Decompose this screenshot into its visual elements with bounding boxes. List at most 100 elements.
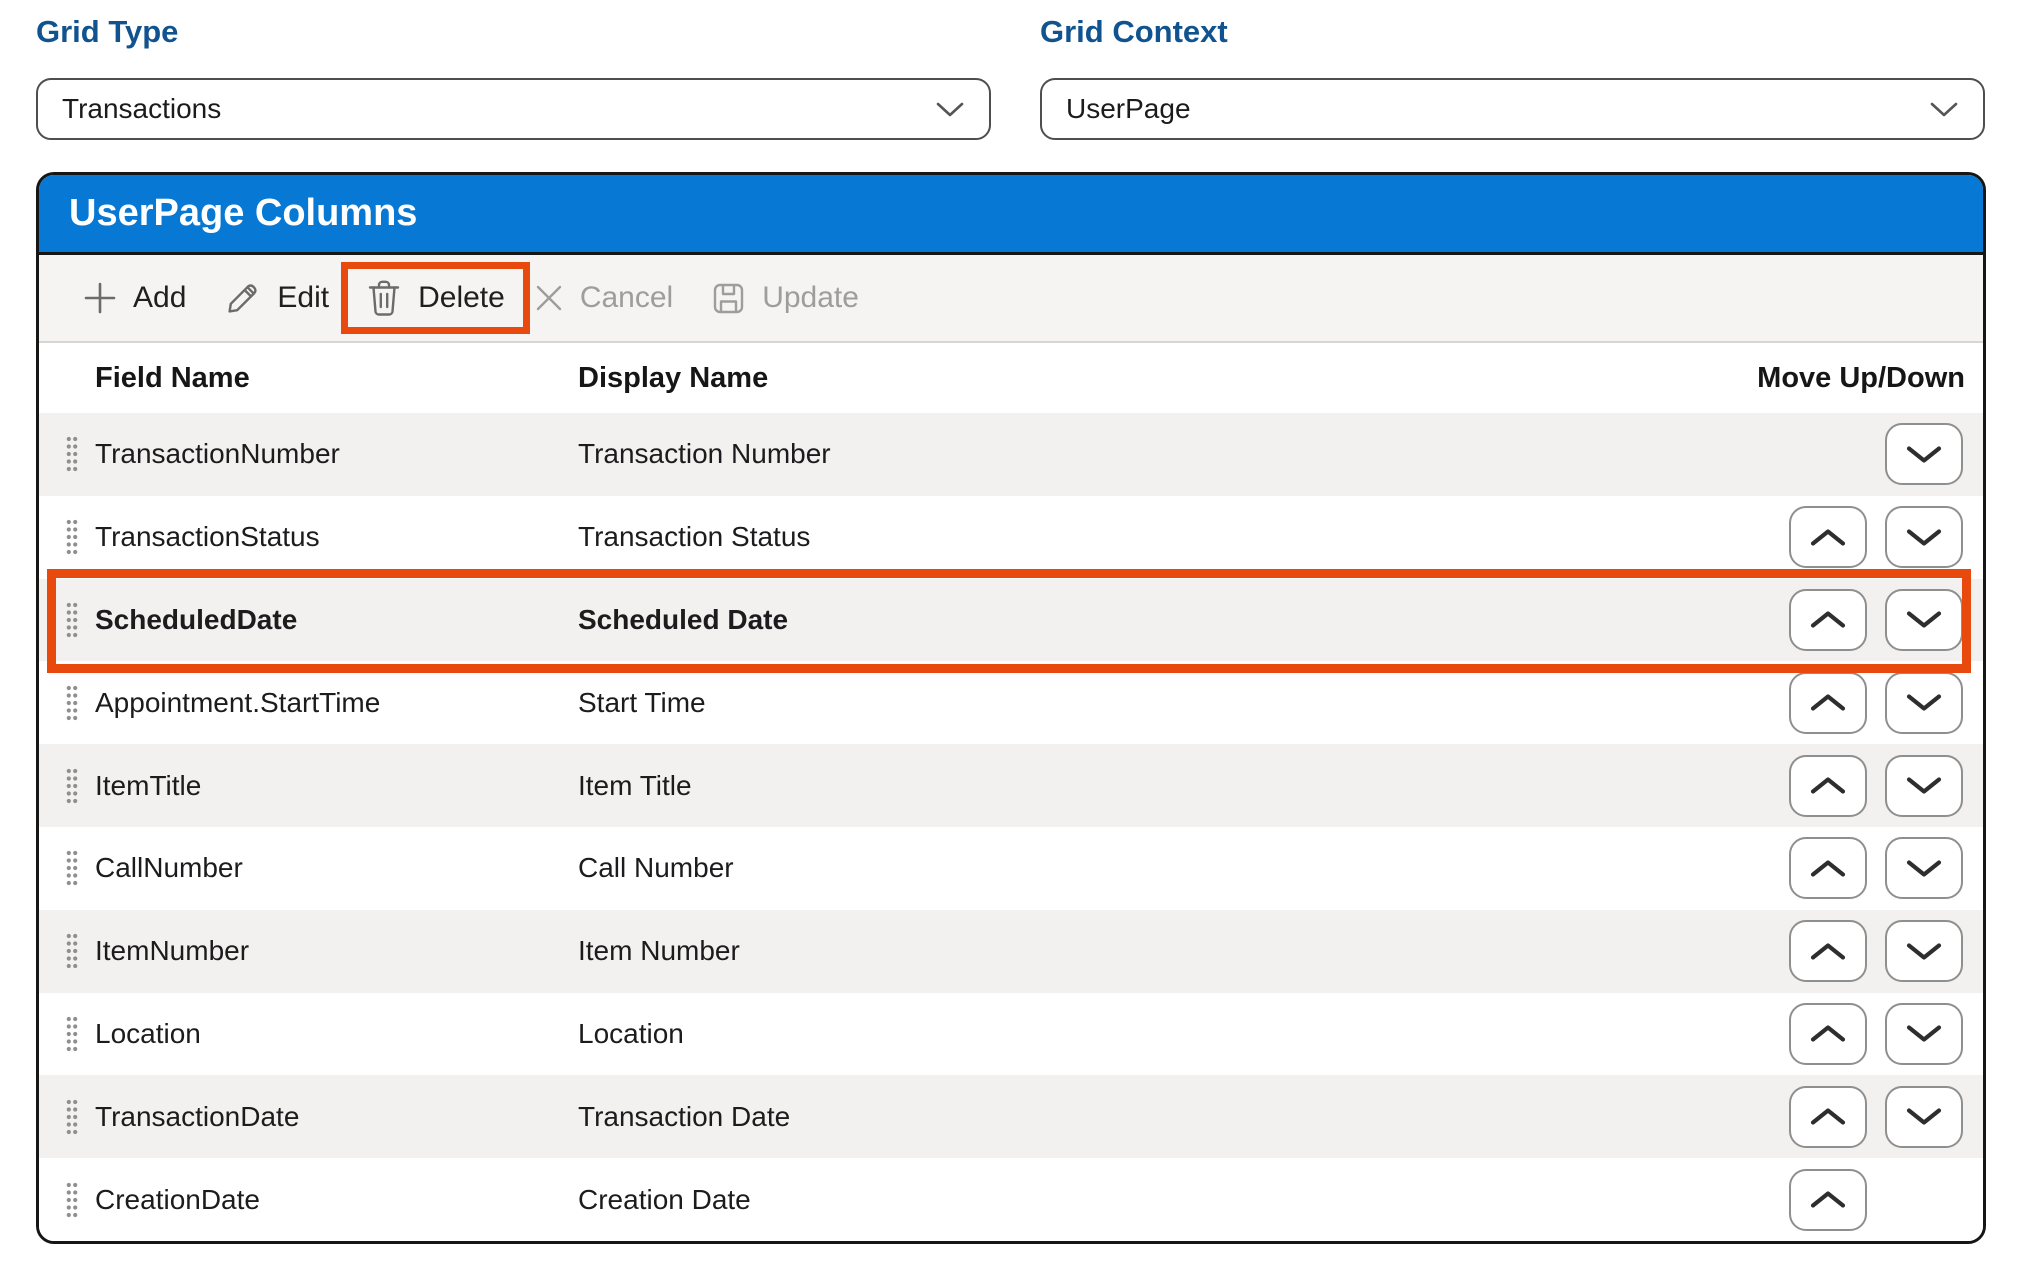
toolbar: Add Edit [39,255,1983,343]
chevron-up-icon [1808,1107,1848,1126]
display-name-cell: Transaction Status [578,521,811,553]
drag-handle-icon[interactable] [65,1014,95,1054]
drag-handle-icon[interactable] [65,600,95,640]
edit-button[interactable]: Edit [224,280,329,317]
table-body: TransactionNumber Transaction Number [39,413,1983,1241]
column-header-move-up-down: Move Up/Down [1757,361,1965,394]
update-button[interactable]: Update [711,281,859,316]
grid-type-label: Grid Type [36,14,179,49]
chevron-up-icon [1808,1190,1848,1209]
move-buttons [1787,837,1963,900]
cancel-button[interactable]: Cancel [534,281,673,315]
drag-handle-icon[interactable] [65,766,95,806]
grid-context-field: Grid Context UserPage [1040,13,1985,140]
move-down-button[interactable] [1885,423,1963,486]
table-row[interactable]: CreationDate Creation Date [39,1158,1983,1241]
trash-icon [366,278,402,318]
add-button[interactable]: Add [83,281,186,315]
chevron-down-icon [1904,528,1944,547]
display-name-cell: Item Number [578,935,740,967]
move-down-button[interactable] [1885,1085,1963,1148]
chevron-up-icon [1808,942,1848,961]
field-name-cell: CreationDate [95,1183,260,1215]
drag-handle-icon[interactable] [65,1097,95,1137]
display-name-cell: Call Number [578,852,734,884]
grid-context-dropdown[interactable]: UserPage [1040,78,1985,140]
table-row[interactable]: TransactionDate Transaction Date [39,1075,1983,1159]
chevron-down-icon [935,101,965,118]
drag-handle-icon[interactable] [65,931,95,971]
drag-handle-icon[interactable] [65,517,95,557]
drag-handle-icon[interactable] [65,683,95,723]
table-header-row: Field Name Display Name Move Up/Down [39,343,1983,413]
delete-highlight-box: Delete [341,262,530,334]
chevron-down-icon [1904,1024,1944,1043]
move-up-button[interactable] [1789,1168,1867,1231]
delete-button[interactable]: Delete [366,278,505,318]
panel-title: UserPage Columns [69,192,418,234]
display-name-cell: Transaction Date [578,1100,791,1132]
table-row[interactable]: ScheduledDate Scheduled Date [39,568,1983,674]
move-down-button[interactable] [1885,1002,1963,1065]
move-buttons [1787,588,1963,651]
plus-icon [83,281,117,315]
table-row[interactable]: TransactionStatus Transaction Status [39,495,1983,579]
drag-handle-icon[interactable] [65,434,95,474]
chevron-down-icon [1929,101,1959,118]
x-icon [534,283,564,313]
display-name-cell: Scheduled Date [578,603,789,635]
field-name-cell: Location [95,1017,201,1049]
table-row[interactable]: ItemNumber Item Number [39,909,1983,993]
move-buttons [1787,1168,1963,1231]
move-down-button[interactable] [1885,671,1963,734]
grid-type-value: Transactions [62,93,222,124]
field-name-cell: CallNumber [95,852,243,884]
columns-panel: UserPage Columns Add Edit [36,172,1986,1244]
move-buttons [1787,423,1963,486]
chevron-down-icon [1904,445,1944,464]
move-down-button[interactable] [1885,754,1963,817]
move-buttons [1787,671,1963,734]
chevron-down-icon [1904,776,1944,795]
chevron-up-icon [1808,610,1848,629]
move-up-button[interactable] [1789,837,1867,900]
move-down-button[interactable] [1885,837,1963,900]
table-row[interactable]: Appointment.StartTime Start Time [39,661,1983,745]
cancel-button-label: Cancel [579,281,674,314]
table-row[interactable]: ItemTitle Item Title [39,744,1983,827]
move-down-button[interactable] [1885,920,1963,983]
delete-button-label: Delete [418,281,505,314]
field-name-cell: ScheduledDate [95,603,298,635]
chevron-up-icon [1808,776,1848,795]
drag-handle-icon[interactable] [65,1180,95,1220]
display-name-cell: Creation Date [578,1183,751,1215]
add-button-label: Add [133,281,187,314]
move-up-button[interactable] [1789,588,1867,651]
save-icon [711,281,746,316]
display-name-cell: Start Time [578,686,706,718]
table-row[interactable]: CallNumber Call Number [39,826,1983,910]
field-name-cell: ItemNumber [95,935,250,967]
grid-type-dropdown[interactable]: Transactions [36,78,991,140]
move-up-button[interactable] [1789,754,1867,817]
move-up-button[interactable] [1789,671,1867,734]
table-row[interactable]: Location Location [39,992,1983,1076]
move-up-button[interactable] [1789,506,1867,569]
move-down-button[interactable] [1885,506,1963,569]
field-name-cell: ItemTitle [95,769,202,801]
move-buttons [1787,754,1963,817]
move-up-button[interactable] [1789,1085,1867,1148]
chevron-down-icon [1904,610,1944,629]
field-name-cell: TransactionNumber [95,438,340,470]
move-buttons [1787,920,1963,983]
drag-handle-icon[interactable] [65,848,95,888]
move-down-button[interactable] [1885,588,1963,651]
move-buttons [1787,1085,1963,1148]
chevron-down-icon [1904,942,1944,961]
move-up-button[interactable] [1789,920,1867,983]
chevron-up-icon [1808,859,1848,878]
move-up-button[interactable] [1789,1002,1867,1065]
table-row[interactable]: TransactionNumber Transaction Number [39,413,1983,496]
chevron-up-icon [1808,1024,1848,1043]
field-name-cell: TransactionDate [95,1100,300,1132]
